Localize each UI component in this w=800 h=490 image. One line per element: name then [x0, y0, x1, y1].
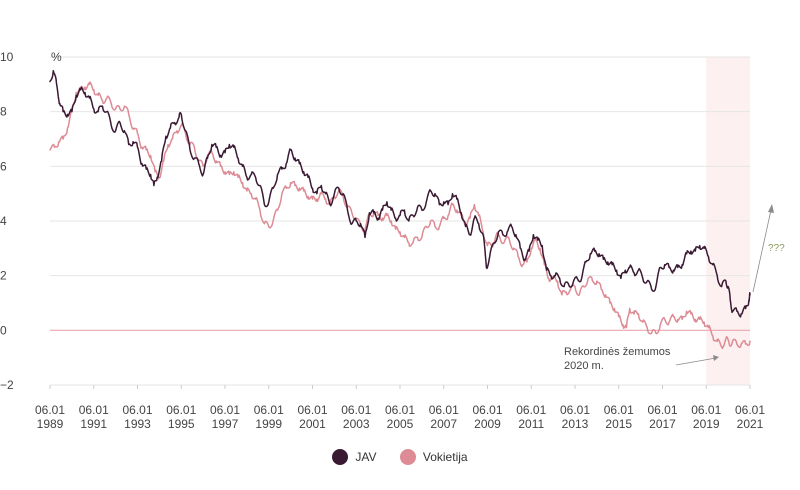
x-tick-label: 2003: [343, 417, 370, 431]
y-tick-label: −2: [0, 378, 14, 392]
x-tick-label: 06.01: [604, 403, 634, 417]
legend-marker-vokietija: [399, 449, 416, 465]
x-tick-label: 06.01: [122, 403, 152, 417]
x-tick-label: 2019: [693, 417, 720, 431]
outlook-arrow: [752, 209, 772, 293]
record-low-arrowhead: [713, 355, 719, 361]
legend-label-jav: JAV: [355, 450, 377, 464]
x-tick-label: 1997: [212, 417, 239, 431]
legend-item-vokietija: Vokietija: [399, 449, 468, 465]
x-tick-label: 2001: [299, 417, 326, 431]
record-low-arrow: [675, 357, 717, 366]
x-tick-label: 2007: [430, 417, 457, 431]
x-tick-label: 1989: [37, 417, 64, 431]
chart: 1086420−206.01198906.01199106.01199306.0…: [0, 50, 785, 431]
x-tick-label: 2021: [737, 417, 764, 431]
x-tick-label: 1995: [168, 417, 195, 431]
x-tick-label: 1991: [80, 417, 107, 431]
y-tick-label: 8: [0, 105, 7, 119]
x-tick-label: 06.01: [472, 403, 502, 417]
x-tick-label: 2005: [387, 417, 414, 431]
x-tick-label: 06.01: [516, 403, 546, 417]
x-tick-label: 06.01: [735, 403, 765, 417]
y-tick-label: 4: [0, 214, 7, 228]
y-unit-label: %: [51, 50, 62, 64]
x-tick-label: 06.01: [385, 403, 415, 417]
y-tick-label: 6: [0, 159, 7, 173]
record-low-note-line1: Rekordinės žemumos: [564, 346, 671, 358]
y-tick-label: 10: [0, 50, 14, 64]
legend: JAV Vokietija: [0, 449, 800, 468]
x-tick-label: 2015: [605, 417, 632, 431]
record-low-note-line2: 2020 m.: [564, 360, 604, 372]
y-tick-label: 0: [0, 323, 7, 337]
legend-marker-jav: [332, 449, 349, 465]
x-tick-label: 06.01: [341, 403, 371, 417]
x-tick-label: 2009: [474, 417, 501, 431]
x-tick-label: 2013: [562, 417, 589, 431]
series-line-vokietija: [49, 81, 751, 350]
x-tick-label: 2011: [518, 417, 544, 431]
x-tick-label: 06.01: [297, 403, 327, 417]
x-tick-label: 06.01: [254, 403, 284, 417]
legend-label-vokietija: Vokietija: [422, 450, 468, 464]
y-tick-label: 2: [0, 269, 7, 283]
legend-item-jav: JAV: [332, 449, 377, 465]
x-tick-label: 06.01: [79, 403, 109, 417]
x-tick-label: 06.01: [35, 403, 65, 417]
series-line-jav: [49, 69, 751, 318]
outlook-arrowhead: [768, 204, 774, 213]
x-tick-label: 06.01: [166, 403, 196, 417]
x-tick-label: 06.01: [210, 403, 240, 417]
x-tick-label: 06.01: [691, 403, 721, 417]
x-tick-label: 06.01: [647, 403, 677, 417]
x-tick-label: 1993: [124, 417, 151, 431]
x-tick-label: 06.01: [429, 403, 459, 417]
x-tick-label: 2017: [649, 417, 676, 431]
x-tick-label: 1999: [255, 417, 282, 431]
outlook-question-marks: ???: [768, 243, 785, 254]
x-tick-label: 06.01: [560, 403, 590, 417]
